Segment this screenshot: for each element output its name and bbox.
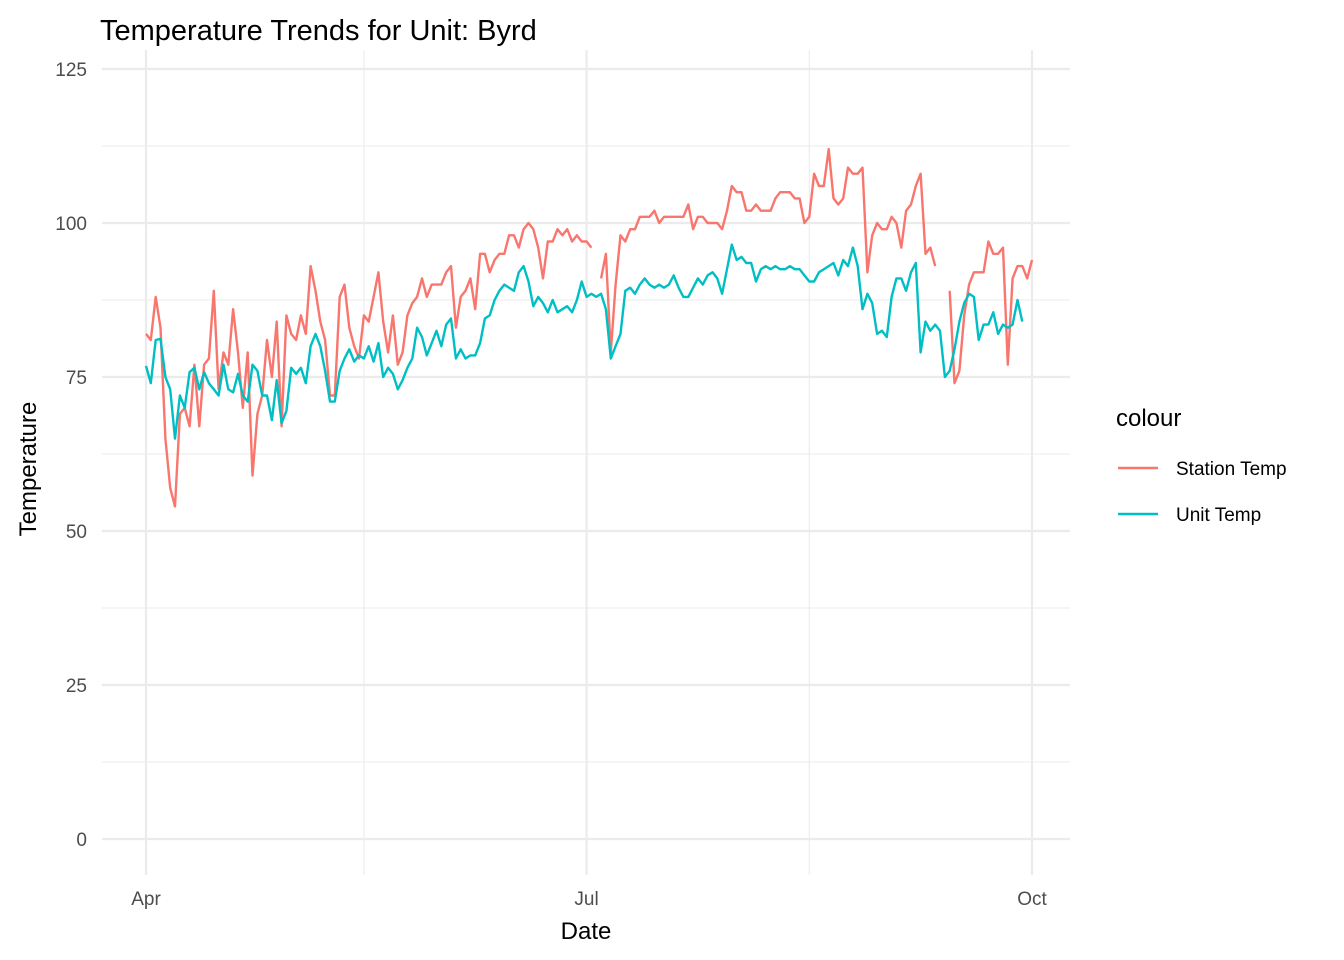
legend: colour Station Temp Unit Temp — [1116, 405, 1287, 526]
y-tick-label: 125 — [55, 60, 87, 81]
x-tick-label: Oct — [1017, 889, 1047, 910]
legend-item-label: Station Temp — [1176, 459, 1287, 480]
x-axis-title: Date — [561, 918, 612, 945]
y-tick-label: 100 — [55, 214, 87, 235]
y-axis-title: Temperature — [15, 402, 42, 537]
y-tick-label: 0 — [76, 830, 87, 851]
legend-item-label: Unit Temp — [1176, 505, 1261, 526]
y-tick-label: 25 — [66, 676, 87, 697]
chart-title: Temperature Trends for Unit: Byrd — [100, 15, 537, 47]
x-tick-label: Apr — [131, 889, 161, 910]
y-axis-tick-labels: 0 25 50 75 100 125 — [55, 60, 87, 851]
series-line-unit-temp — [144, 243, 1024, 440]
series-lines — [144, 147, 1034, 508]
legend-title: colour — [1116, 405, 1181, 432]
y-tick-label: 50 — [66, 522, 87, 543]
series-line-station-temp — [145, 147, 1034, 508]
x-tick-label: Jul — [574, 889, 598, 910]
grid-lines — [102, 50, 1070, 875]
x-axis-tick-labels: Apr Jul Oct — [131, 889, 1047, 910]
y-tick-label: 75 — [66, 368, 87, 389]
